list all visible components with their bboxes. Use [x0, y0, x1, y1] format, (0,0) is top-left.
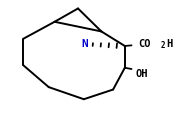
Text: N: N: [82, 39, 88, 49]
Text: H: H: [167, 39, 173, 49]
Text: CO: CO: [138, 39, 151, 49]
Text: 2: 2: [161, 41, 166, 50]
Text: OH: OH: [136, 69, 148, 79]
